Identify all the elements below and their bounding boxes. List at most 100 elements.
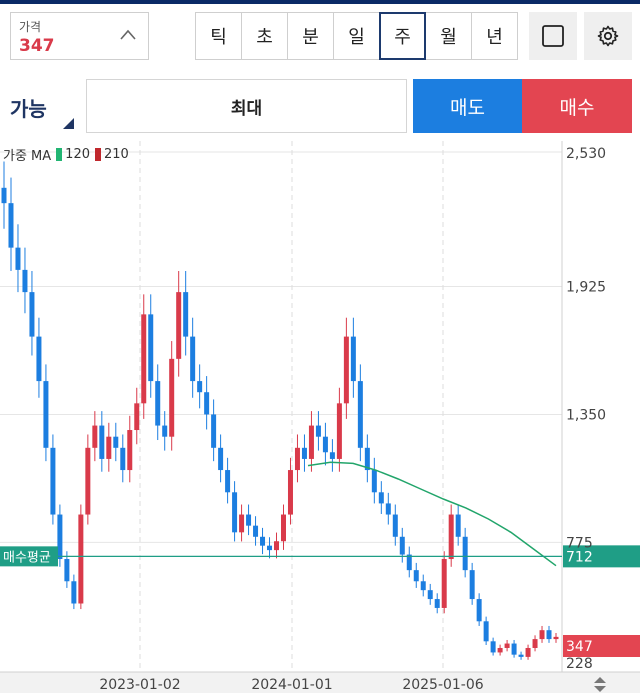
candle-body — [120, 447, 126, 471]
candle-body — [162, 425, 168, 437]
candle-body — [141, 314, 147, 404]
x-tick-label: 2024-01-01 — [251, 677, 332, 693]
tab-week[interactable]: 주 — [379, 12, 426, 60]
candle-body — [253, 525, 259, 537]
tab-month[interactable]: 월 — [425, 12, 472, 60]
ma-legend-prefix: 가중 MA — [3, 149, 52, 164]
candle-body — [378, 492, 384, 504]
candle-body — [29, 292, 35, 337]
y-tick-label: 228 — [566, 656, 593, 672]
candle-body — [211, 414, 217, 448]
last-price-tag-bg — [563, 635, 640, 657]
candle-body — [274, 541, 280, 551]
y-tick-label: 1,925 — [566, 280, 606, 296]
candle-body — [246, 514, 252, 526]
candle-body — [85, 447, 91, 515]
candle-body — [232, 492, 238, 533]
candle-body — [399, 536, 405, 555]
candle-body — [8, 203, 14, 248]
candle-body — [183, 292, 189, 337]
candle-body — [413, 570, 419, 582]
candle-body — [553, 636, 559, 640]
candle-body — [518, 654, 524, 657]
square-icon — [542, 25, 564, 47]
ma2-swatch — [95, 148, 101, 161]
y-tick-label: 775 — [566, 535, 593, 551]
square-toggle-button[interactable] — [529, 12, 577, 60]
candle-body — [148, 314, 154, 382]
candle-body — [371, 470, 377, 493]
candle-body — [36, 336, 42, 382]
candle-body — [15, 247, 21, 270]
candle-body — [176, 292, 182, 359]
candle-body — [260, 536, 266, 546]
candle-body — [462, 536, 468, 571]
candle-body — [448, 514, 454, 560]
candle-body — [434, 599, 440, 608]
candle-body — [504, 643, 510, 648]
gear-icon — [597, 25, 619, 47]
candle-body — [525, 647, 531, 657]
ma-legend: 가중 MA 120 210 — [3, 145, 129, 164]
candle-body — [490, 641, 496, 653]
scroll-down-arrow-icon — [594, 686, 606, 692]
candle-body — [343, 336, 349, 404]
buy-button[interactable]: 매수 — [522, 79, 632, 133]
candle-body — [364, 447, 370, 471]
sell-button[interactable]: 매도 — [413, 79, 522, 133]
candle-body — [329, 452, 335, 459]
candle-body — [511, 643, 517, 655]
tab-minute[interactable]: 분 — [287, 12, 334, 60]
candle-body — [280, 514, 286, 542]
candle-body — [385, 503, 391, 515]
candle-body — [57, 514, 63, 560]
tab-year[interactable]: 년 — [471, 12, 518, 60]
candle-body — [106, 436, 112, 459]
candle-body — [497, 647, 503, 653]
price-label: 가격 — [19, 20, 42, 34]
candle-body — [1, 187, 7, 204]
candle-body — [406, 554, 412, 571]
available-label[interactable]: 가능 — [10, 97, 47, 121]
candle-body — [239, 514, 245, 533]
ma-line — [307, 461, 557, 567]
candle-body — [155, 381, 161, 426]
candle-body — [267, 545, 273, 551]
x-tick-label: 2025-01-06 — [402, 677, 483, 693]
candle-body — [218, 447, 224, 471]
y-tick-label: 2,530 — [566, 146, 606, 162]
tab-second[interactable]: 초 — [241, 12, 288, 60]
candle-body — [546, 630, 552, 640]
ma1-period: 120 — [65, 147, 90, 162]
timeframe-tabs: 틱 초 분 일 주 월 년 — [195, 12, 518, 60]
candle-body — [469, 570, 475, 600]
tab-tick[interactable]: 틱 — [195, 12, 242, 60]
tab-day[interactable]: 일 — [333, 12, 380, 60]
candle-body — [43, 381, 49, 448]
avg-price-label-bg — [0, 546, 58, 567]
candle-body — [350, 336, 356, 382]
candle-body — [483, 621, 489, 642]
candle-body — [169, 358, 175, 437]
candle-body — [441, 559, 447, 608]
dropdown-triangle-icon — [63, 118, 74, 129]
candle-body — [78, 514, 84, 604]
candle-body — [134, 403, 140, 431]
price-selector[interactable]: 가격 347 — [10, 12, 149, 60]
candle-body — [190, 336, 196, 382]
scroll-up-arrow-icon — [594, 677, 606, 683]
candle-body — [476, 599, 482, 622]
candle-body — [420, 581, 426, 591]
max-quantity-button[interactable]: 최대 — [86, 79, 407, 133]
top-accent-bar — [0, 0, 640, 4]
candle-body — [99, 425, 105, 459]
candle-body — [204, 392, 210, 415]
candle-body — [322, 436, 328, 453]
avg-price-tag-bg — [563, 545, 640, 568]
candle-body — [308, 425, 314, 459]
candle-body — [225, 470, 231, 493]
settings-button[interactable] — [584, 12, 632, 60]
avg-price-label: 매수평균 — [3, 550, 51, 565]
chevron-up-icon — [120, 29, 136, 40]
